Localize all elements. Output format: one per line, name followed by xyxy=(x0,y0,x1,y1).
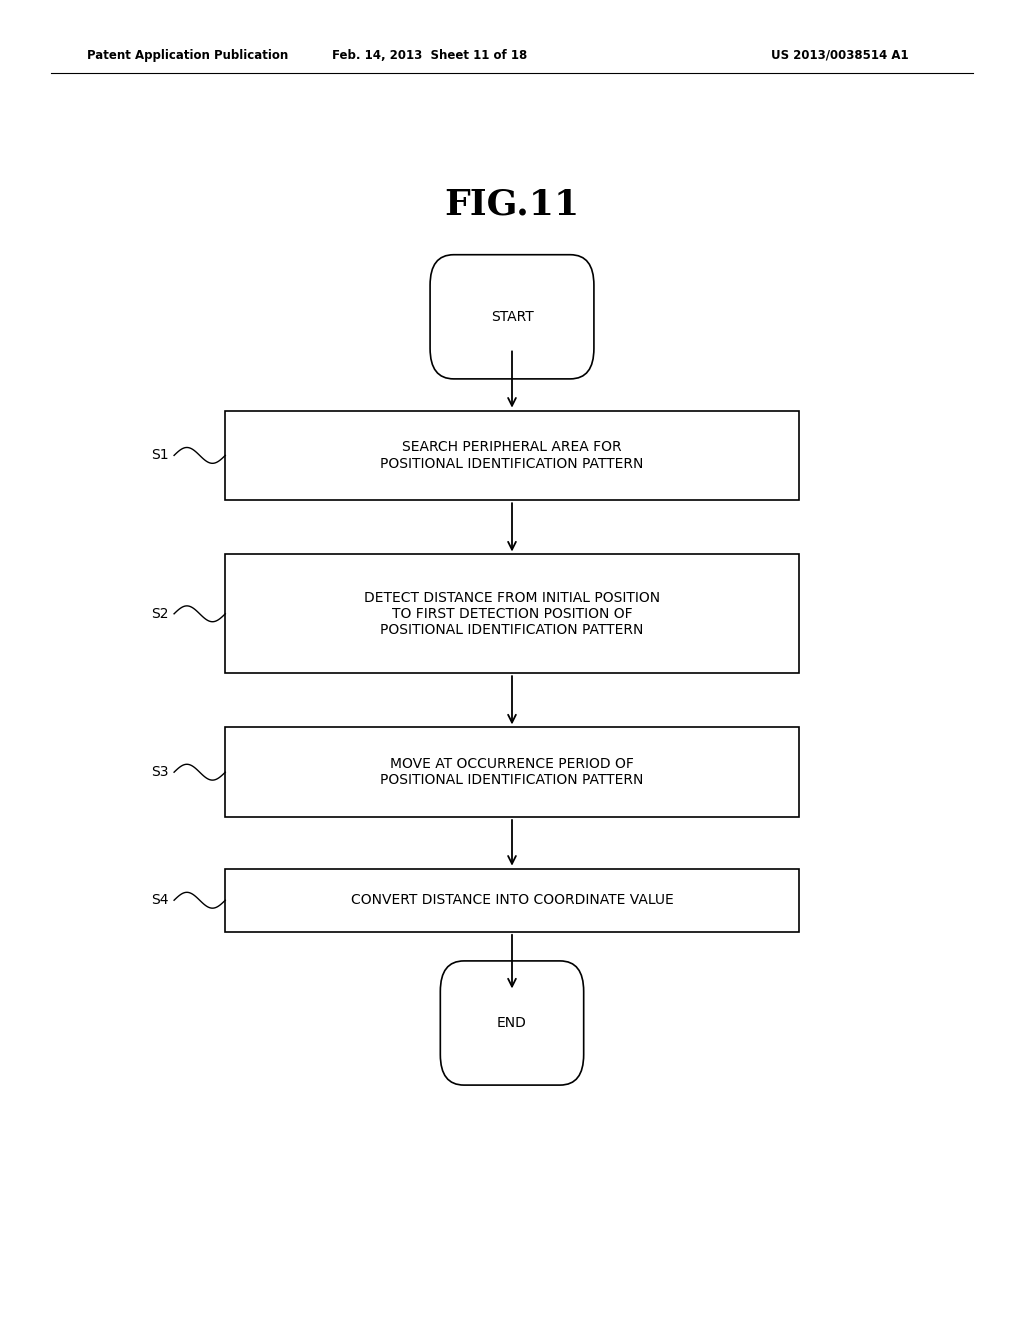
Text: MOVE AT OCCURRENCE PERIOD OF
POSITIONAL IDENTIFICATION PATTERN: MOVE AT OCCURRENCE PERIOD OF POSITIONAL … xyxy=(380,758,644,787)
Bar xyxy=(225,727,799,817)
Text: DETECT DISTANCE FROM INITIAL POSITION
TO FIRST DETECTION POSITION OF
POSITIONAL : DETECT DISTANCE FROM INITIAL POSITION TO… xyxy=(364,590,660,638)
FancyBboxPatch shape xyxy=(440,961,584,1085)
Text: S3: S3 xyxy=(152,766,169,779)
Text: CONVERT DISTANCE INTO COORDINATE VALUE: CONVERT DISTANCE INTO COORDINATE VALUE xyxy=(350,894,674,907)
Bar xyxy=(225,554,799,673)
Text: FIG.11: FIG.11 xyxy=(444,187,580,222)
Text: S1: S1 xyxy=(152,449,169,462)
Text: Feb. 14, 2013  Sheet 11 of 18: Feb. 14, 2013 Sheet 11 of 18 xyxy=(333,49,527,62)
Text: Patent Application Publication: Patent Application Publication xyxy=(87,49,289,62)
Text: END: END xyxy=(497,1016,527,1030)
Text: START: START xyxy=(490,310,534,323)
Text: S4: S4 xyxy=(152,894,169,907)
FancyBboxPatch shape xyxy=(430,255,594,379)
Text: US 2013/0038514 A1: US 2013/0038514 A1 xyxy=(771,49,908,62)
Text: SEARCH PERIPHERAL AREA FOR
POSITIONAL IDENTIFICATION PATTERN: SEARCH PERIPHERAL AREA FOR POSITIONAL ID… xyxy=(380,441,644,470)
Bar xyxy=(225,411,799,500)
Text: S2: S2 xyxy=(152,607,169,620)
Bar xyxy=(225,869,799,932)
